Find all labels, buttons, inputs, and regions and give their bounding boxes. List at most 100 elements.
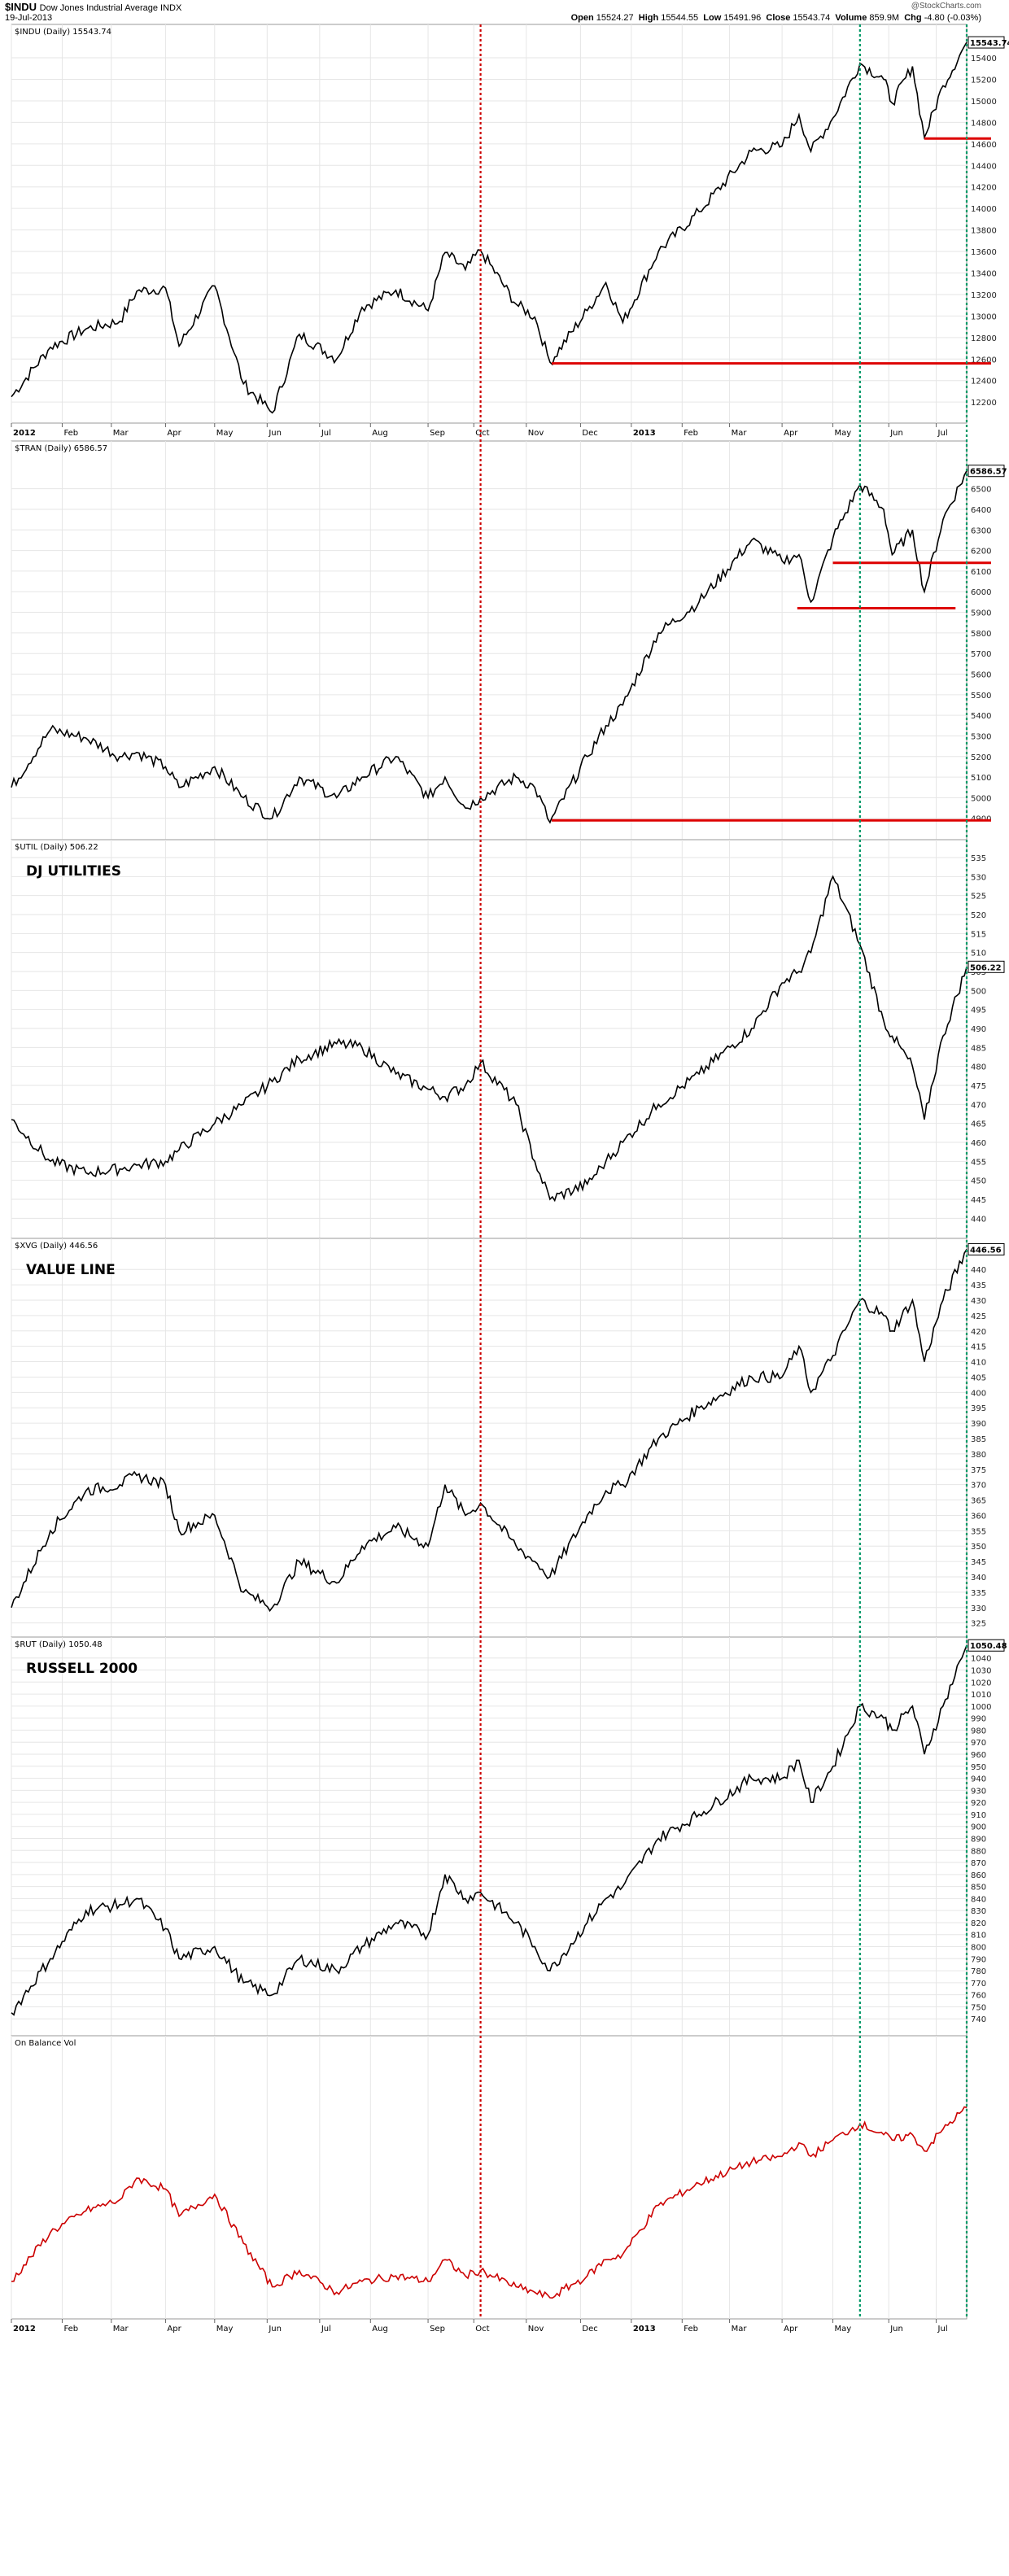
y-tick-label: 385: [971, 1435, 986, 1444]
x-tick-label: Nov: [528, 2325, 544, 2334]
panel-frame: [11, 24, 968, 424]
series-line: [11, 875, 968, 1203]
y-tick-label: 395: [971, 1404, 986, 1413]
y-tick-label: 525: [971, 893, 986, 902]
y-tick-label: 13200: [971, 291, 997, 300]
y-tick-label: 350: [971, 1543, 986, 1552]
open-value: 15524.27: [596, 13, 634, 23]
x-tick-label: Jul: [321, 429, 331, 438]
last-value-label: 446.56: [970, 1246, 1002, 1255]
y-tick-label: 760: [971, 1992, 986, 2001]
panel-title: RUSSELL 2000: [26, 1661, 138, 1677]
panel-legend: $TRAN (Daily) 6586.57: [15, 444, 107, 453]
x-tick-label: May: [216, 2325, 234, 2334]
y-tick-label: 335: [971, 1589, 986, 1598]
y-tick-label: 1010: [971, 1691, 991, 1700]
y-tick-label: 5300: [971, 732, 991, 741]
volume-value: 859.9M: [869, 13, 900, 23]
panel-0: 12200 12400 12600 12800 13000 13200 13400 13600…: [11, 24, 1009, 424]
last-value-label: 506.22: [970, 963, 1002, 972]
panel-legend: $XVG (Daily) 446.56: [15, 1242, 98, 1251]
last-value-box: [968, 1242, 1005, 1255]
y-tick-label: 12800: [971, 334, 997, 343]
y-tick-label: 520: [971, 911, 986, 920]
y-tick-label: 15000: [971, 98, 997, 107]
y-tick-label: 475: [971, 1082, 986, 1091]
x-tick-label: Jul: [321, 2325, 331, 2334]
last-value-box: [968, 36, 1005, 49]
y-tick-label: 445: [971, 1196, 986, 1205]
x-tick-label: Jun: [889, 2325, 903, 2334]
y-tick-label: 950: [971, 1763, 986, 1772]
x-tick-label: May: [835, 2325, 852, 2334]
y-tick-label: 375: [971, 1466, 986, 1475]
panel-4: 740 750 760 770 780 790 800 810 820 830 840 850 860 8…: [11, 1636, 1007, 2037]
x-tick-label: Nov: [528, 429, 544, 438]
y-tick-label: 420: [971, 1328, 986, 1337]
y-tick-label: 5200: [971, 753, 991, 762]
y-tick-label: 890: [971, 1835, 986, 1844]
y-tick-label: 360: [971, 1512, 986, 1521]
x-tick-label: May: [835, 429, 852, 438]
x-tick-label: Oct: [475, 2325, 489, 2334]
y-tick-label: 14400: [971, 162, 997, 171]
y-tick-label: 400: [971, 1389, 986, 1398]
y-tick-label: 960: [971, 1751, 986, 1760]
y-tick-label: 910: [971, 1811, 986, 1820]
last-value-box: [968, 960, 1005, 973]
y-tick-label: 440: [971, 1266, 986, 1275]
chg-value: -4.80 (-0.03%): [924, 13, 981, 23]
quote-bar: Open 15524.27 High 15544.55 Low 15491.96…: [571, 13, 981, 23]
y-tick-label: 330: [971, 1605, 986, 1613]
y-tick-label: 13800: [971, 227, 997, 236]
date-axis-top: 2012 Feb Mar Apr May Jun Jul Aug Sep Oct Nov Dec 201…: [11, 423, 948, 438]
high-value: 15544.55: [661, 13, 699, 23]
panel-frame: [11, 440, 968, 840]
x-tick-label: Oct: [475, 429, 489, 438]
y-tick-label: 435: [971, 1281, 986, 1290]
y-tick-label: 15400: [971, 55, 997, 63]
y-tick-label: 13400: [971, 270, 997, 279]
x-tick-label: 2012: [13, 2325, 36, 2334]
y-tick-label: 460: [971, 1139, 986, 1148]
y-tick-label: 780: [971, 1967, 986, 1976]
x-tick-label: Aug: [372, 2325, 388, 2334]
y-tick-label: 480: [971, 1063, 986, 1072]
y-tick-label: 485: [971, 1044, 986, 1053]
y-tick-label: 5900: [971, 609, 991, 618]
y-tick-label: 14200: [971, 184, 997, 193]
close-label: Close: [766, 13, 791, 23]
y-tick-label: 13600: [971, 248, 997, 257]
x-tick-label: Feb: [63, 2325, 78, 2334]
series-line: [11, 470, 968, 824]
chg-label: Chg: [904, 13, 922, 23]
y-tick-label: 12400: [971, 378, 997, 386]
y-tick-label: 390: [971, 1420, 986, 1429]
x-tick-label: Feb: [684, 2325, 698, 2334]
y-tick-label: 1040: [971, 1655, 991, 1664]
x-tick-label: Aug: [372, 429, 388, 438]
x-tick-label: Sep: [430, 2325, 445, 2334]
panel-frame: [11, 839, 968, 1239]
symbol: $INDU: [5, 1, 37, 13]
x-tick-label: Feb: [63, 429, 78, 438]
last-value-box: [968, 465, 1005, 478]
panel-1: 4900500051005200530054005500560057005800…: [11, 440, 1007, 840]
panel-frame: [11, 1238, 968, 1638]
y-tick-label: 515: [971, 930, 986, 939]
y-tick-label: 15200: [971, 76, 997, 85]
y-tick-label: 990: [971, 1715, 986, 1724]
y-tick-label: 12200: [971, 399, 997, 408]
y-tick-label: 5600: [971, 671, 991, 680]
y-tick-label: 345: [971, 1558, 986, 1567]
x-tick-label: Apr: [167, 2325, 181, 2334]
low-value: 15491.96: [723, 13, 762, 23]
x-tick-label: Feb: [684, 429, 698, 438]
y-tick-label: 6100: [971, 568, 991, 577]
last-value-label: 15543.74: [970, 39, 1009, 48]
y-tick-label: 740: [971, 2015, 986, 2024]
panel-legend: On Balance Vol: [15, 2039, 76, 2048]
y-tick-label: 6400: [971, 506, 991, 515]
y-tick-label: 430: [971, 1297, 986, 1306]
